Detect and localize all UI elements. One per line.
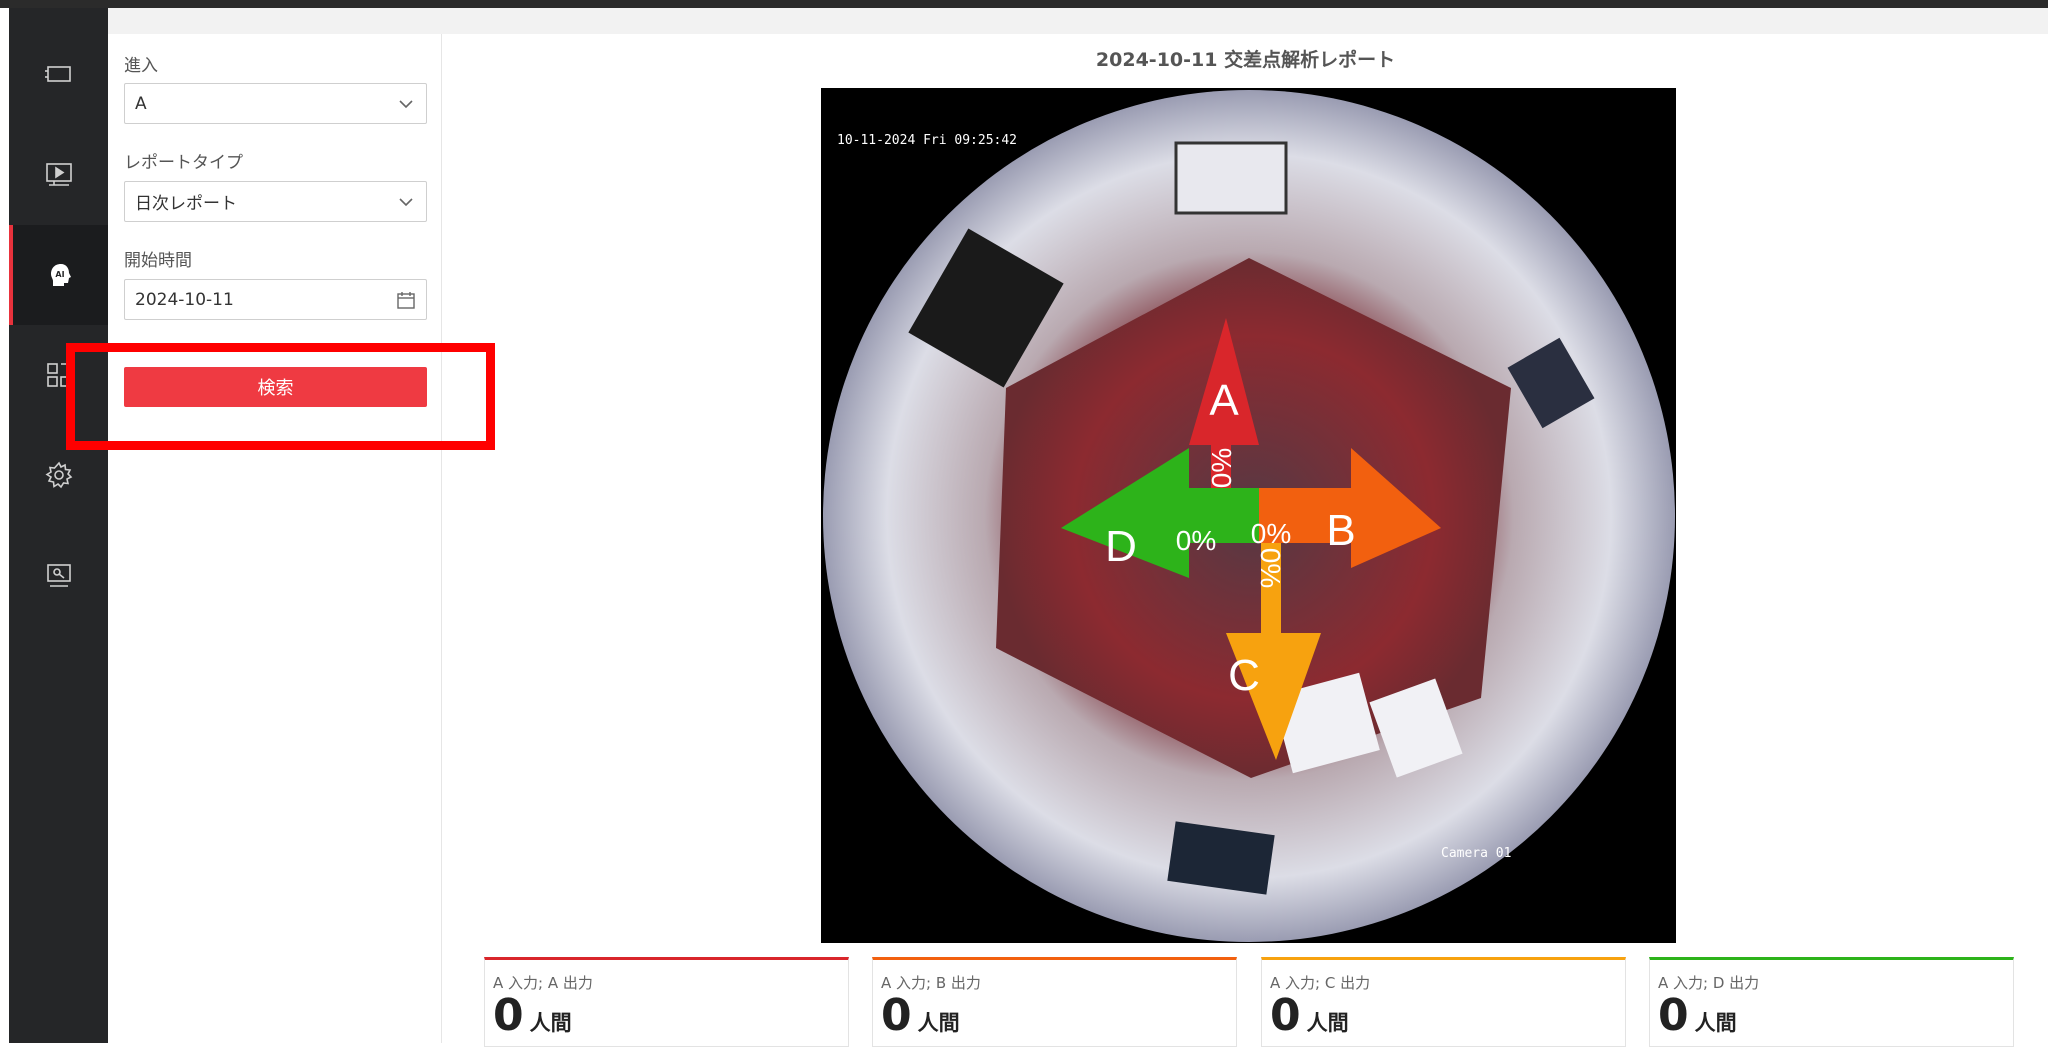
device-icon — [44, 66, 71, 82]
maintenance-icon — [46, 564, 71, 587]
stat-card-value: 0 — [881, 990, 912, 1041]
arrow-b — [1259, 448, 1441, 568]
stat-card-unit: 人間 — [1694, 1011, 1737, 1035]
entry-select[interactable]: A — [124, 83, 427, 124]
stat-card-label: A 入力; C 出力 — [1270, 974, 1371, 992]
arrow-a-percent: 0% — [1206, 448, 1237, 488]
top-bar — [0, 0, 2048, 8]
sidebar-item-playback[interactable] — [9, 124, 108, 224]
arrow-c-percent: 0% — [1255, 548, 1286, 588]
report-type-label: レポートタイプ — [124, 153, 243, 173]
report-type-select[interactable]: 日次レポート — [124, 181, 427, 222]
stat-card-unit: 人間 — [529, 1011, 572, 1035]
stat-card-label: A 入力; D 出力 — [1658, 974, 1760, 992]
entry-value: A — [135, 93, 147, 114]
fisheye-image: A 0% B 0% C 0% D 0% — [823, 90, 1675, 942]
sidebar-edge — [0, 8, 9, 1043]
sidebar-item-apps[interactable] — [9, 325, 108, 425]
sidebar-item-device[interactable] — [9, 24, 108, 124]
entry-label: 進入 — [124, 56, 158, 76]
stat-card-value: 0 — [1270, 990, 1301, 1041]
arrow-b-letter: B — [1326, 506, 1355, 555]
wall-monitor — [1167, 821, 1275, 895]
start-time-value: 2024-10-11 — [135, 289, 234, 310]
start-time-label: 開始時間 — [124, 251, 192, 271]
sidebar-item-ai[interactable]: AI — [9, 225, 108, 325]
stat-card: A 入力; B 出力 0 人間 — [872, 957, 1237, 1047]
camera-view: A 0% B 0% C 0% D 0% 10-11-2024 Fri 09:25… — [821, 88, 1676, 943]
camera-name: Camera 01 — [1441, 846, 1512, 861]
gear-icon — [44, 461, 72, 489]
cabinet — [908, 228, 1064, 388]
arrow-a — [1189, 318, 1259, 528]
start-time-field[interactable]: 2024-10-11 — [124, 279, 427, 320]
calendar-icon — [397, 292, 415, 309]
filter-panel: 進入 A レポートタイプ 日次レポート 開始時間 2024-10-11 検索 — [108, 34, 442, 1043]
wall-monitor — [1369, 678, 1463, 778]
arrow-d — [1061, 448, 1259, 578]
stat-card-label: A 入力; B 出力 — [881, 974, 981, 992]
stat-card-value: 0 — [1658, 990, 1689, 1041]
arrow-d-percent: 0% — [1176, 525, 1216, 556]
stat-card: A 入力; D 出力 0 人間 — [1649, 957, 2014, 1047]
playback-icon — [45, 163, 72, 186]
report-type-value: 日次レポート — [135, 194, 237, 214]
stat-card: A 入力; A 出力 0 人間 — [484, 957, 849, 1047]
header-strip — [108, 8, 2048, 34]
stat-card: A 入力; C 出力 0 人間 — [1261, 957, 1626, 1047]
svg-text:AI: AI — [55, 270, 64, 279]
sidebar-item-maintenance[interactable] — [9, 525, 108, 625]
camera-timestamp: 10-11-2024 Fri 09:25:42 — [837, 133, 1018, 148]
wall-monitor — [1174, 141, 1288, 215]
stat-card-label: A 入力; A 出力 — [493, 974, 593, 992]
chevron-down-icon — [399, 198, 413, 207]
arrow-c — [1226, 528, 1321, 760]
report-title: 2024-10-11 交差点解析レポート — [1095, 49, 1396, 71]
stat-card-unit: 人間 — [1306, 1011, 1349, 1035]
ai-head-icon: AI — [50, 264, 71, 286]
apps-grid-icon — [46, 363, 71, 387]
arrow-a-letter: A — [1209, 376, 1239, 425]
wall-monitor — [1507, 337, 1595, 429]
arrow-b-percent: 0% — [1251, 518, 1291, 549]
stat-card-value: 0 — [493, 990, 524, 1041]
arrow-d-letter: D — [1105, 522, 1137, 571]
wall-monitor — [1272, 672, 1380, 774]
stat-card-unit: 人間 — [917, 1011, 960, 1035]
search-button[interactable]: 検索 — [124, 367, 427, 407]
sidebar-item-settings[interactable] — [9, 425, 108, 525]
arrow-c-letter: C — [1228, 651, 1260, 700]
chevron-down-icon — [399, 100, 413, 109]
